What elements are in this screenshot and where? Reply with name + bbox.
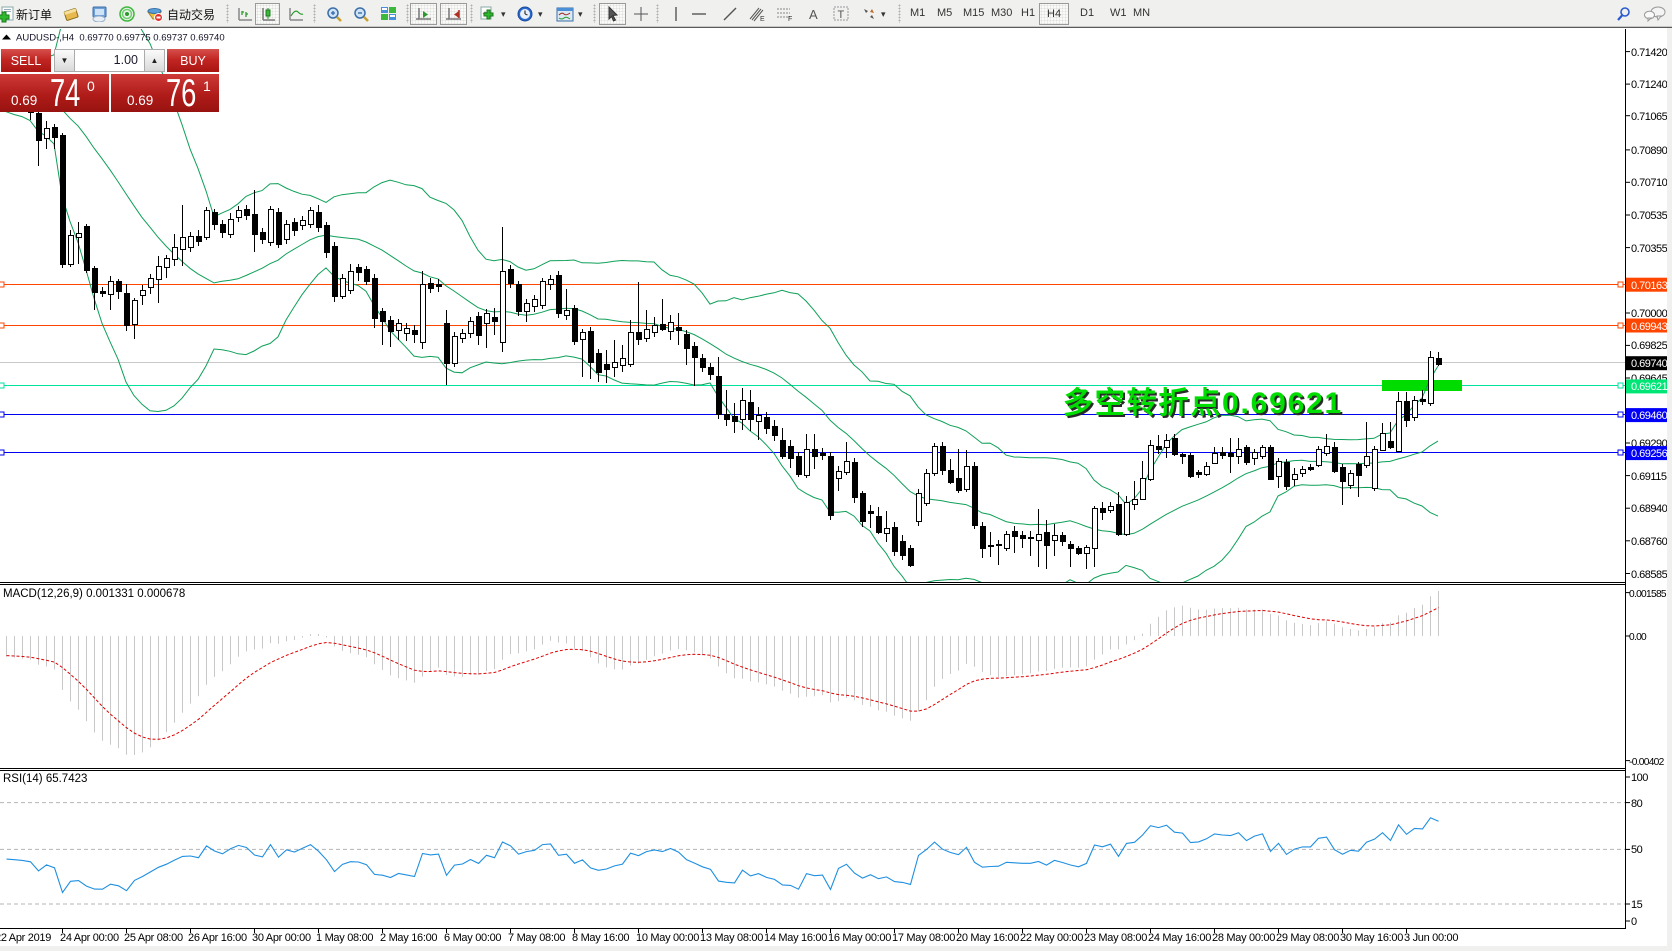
svg-text:T: T xyxy=(838,9,845,21)
svg-text:0.00: 0.00 xyxy=(1629,632,1647,643)
svg-text:0.70710: 0.70710 xyxy=(1631,177,1668,189)
svg-text:3 Jun 00:00: 3 Jun 00:00 xyxy=(1404,932,1458,944)
svg-text:25 Apr 08:00: 25 Apr 08:00 xyxy=(124,932,183,944)
svg-text:0.70890: 0.70890 xyxy=(1631,145,1668,157)
svg-text:A: A xyxy=(809,7,818,22)
svg-text:20 May 16:00: 20 May 16:00 xyxy=(956,932,1019,944)
svg-text:2 May 16:00: 2 May 16:00 xyxy=(380,932,437,944)
svg-text:RSI(14) 65.7423: RSI(14) 65.7423 xyxy=(3,773,87,785)
svg-text:0.69621: 0.69621 xyxy=(1631,381,1668,393)
svg-text:100: 100 xyxy=(1631,772,1648,784)
svg-text:0.70355: 0.70355 xyxy=(1631,243,1668,255)
svg-text:22 Apr 2019: 22 Apr 2019 xyxy=(0,932,51,944)
svg-text:多空转折点0.69621: 多空转折点0.69621 xyxy=(1063,387,1343,420)
svg-text:0.69740: 0.69740 xyxy=(1631,358,1668,370)
svg-text:24 May 16:00: 24 May 16:00 xyxy=(1148,932,1211,944)
svg-text:0.70163: 0.70163 xyxy=(1631,280,1668,292)
svg-text:0: 0 xyxy=(1631,916,1637,928)
svg-text:0.69256: 0.69256 xyxy=(1631,448,1668,460)
svg-text:0.71240: 0.71240 xyxy=(1631,79,1668,91)
svg-text:0.68940: 0.68940 xyxy=(1631,503,1668,515)
svg-text:0.70535: 0.70535 xyxy=(1631,210,1668,222)
svg-text:6 May 00:00: 6 May 00:00 xyxy=(444,932,501,944)
svg-text:50: 50 xyxy=(1631,844,1643,856)
svg-text:0.69460: 0.69460 xyxy=(1631,410,1668,422)
svg-text:1 May 08:00: 1 May 08:00 xyxy=(316,932,373,944)
svg-text:0.68585: 0.68585 xyxy=(1631,569,1668,581)
svg-text:22 May 00:00: 22 May 00:00 xyxy=(1020,932,1083,944)
svg-text:23 May 08:00: 23 May 08:00 xyxy=(1084,932,1147,944)
svg-text:14 May 16:00: 14 May 16:00 xyxy=(764,932,827,944)
svg-text:10 May 00:00: 10 May 00:00 xyxy=(636,932,699,944)
svg-text:17 May 08:00: 17 May 08:00 xyxy=(892,932,955,944)
svg-text:15: 15 xyxy=(1631,899,1643,911)
svg-text:13 May 08:00: 13 May 08:00 xyxy=(700,932,763,944)
svg-text:0.001585: 0.001585 xyxy=(1629,589,1667,600)
svg-text:7 May 08:00: 7 May 08:00 xyxy=(508,932,565,944)
svg-text:30 May 16:00: 30 May 16:00 xyxy=(1340,932,1403,944)
svg-text:0.68760: 0.68760 xyxy=(1631,536,1668,548)
svg-text:0.71065: 0.71065 xyxy=(1631,111,1668,123)
svg-text:26 Apr 16:00: 26 Apr 16:00 xyxy=(188,932,247,944)
svg-text:MACD(12,26,9) 0.001331 0.00067: MACD(12,26,9) 0.001331 0.000678 xyxy=(3,588,185,600)
svg-text:28 May 00:00: 28 May 00:00 xyxy=(1212,932,1275,944)
svg-text:30 Apr 00:00: 30 Apr 00:00 xyxy=(252,932,311,944)
svg-text:AUDUSD-,H4 0.69770 0.69775 0.: AUDUSD-,H4 0.69770 0.69775 0.69737 0.697… xyxy=(16,33,225,44)
svg-text:-0.00402: -0.00402 xyxy=(1629,757,1665,768)
svg-text:0.70000: 0.70000 xyxy=(1631,308,1668,320)
svg-text:E: E xyxy=(760,16,765,22)
svg-text:0.69825: 0.69825 xyxy=(1631,340,1668,352)
svg-text:0.69943: 0.69943 xyxy=(1631,321,1668,333)
svg-text:多空转折点0.69621: 多空转折点0.69621 xyxy=(1065,389,1345,422)
svg-text:16 May 00:00: 16 May 00:00 xyxy=(828,932,891,944)
svg-text:80: 80 xyxy=(1631,798,1643,810)
svg-text:F: F xyxy=(788,16,792,22)
svg-text:24 Apr 00:00: 24 Apr 00:00 xyxy=(60,932,119,944)
svg-text:8 May 16:00: 8 May 16:00 xyxy=(572,932,629,944)
svg-text:29 May 08:00: 29 May 08:00 xyxy=(1276,932,1339,944)
svg-text:0.69115: 0.69115 xyxy=(1631,471,1667,483)
svg-text:0.71420: 0.71420 xyxy=(1631,47,1668,59)
